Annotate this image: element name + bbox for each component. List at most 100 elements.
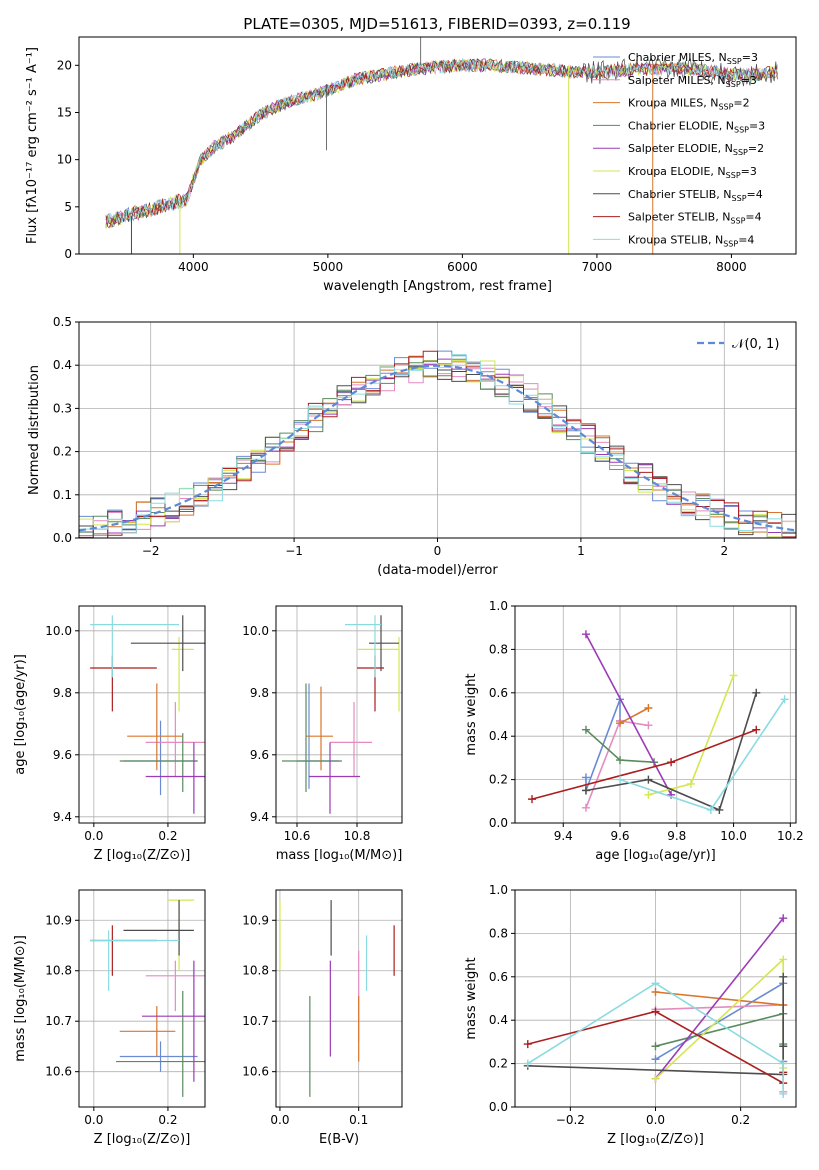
y-tick-label: 0.6 [489, 686, 508, 700]
weight-marker [779, 1059, 788, 1068]
x-tick-label: 7000 [582, 260, 613, 274]
x-tick-label: −0.2 [556, 1113, 585, 1127]
weight-marker [651, 1007, 660, 1016]
x-tick-label: 4000 [178, 260, 209, 274]
plot-area [90, 615, 205, 814]
weight-marker [523, 1040, 532, 1049]
panel-weight_vs_age: 9.4 9.6 9.8 10.0 10.2 0.0 0.2 0.4 0.6 0.8 1.0 age [… [464, 599, 804, 863]
y-tick-label: 0.8 [489, 926, 508, 940]
weight-marker [581, 725, 590, 734]
y-tick-label: 0.6 [489, 970, 508, 984]
y-axis-label: mass weight [464, 673, 479, 755]
x-tick-label: 10.8 [344, 829, 371, 843]
weight-line [654, 917, 784, 1080]
weight-marker [644, 721, 653, 730]
weight-marker [651, 1074, 660, 1083]
y-tick-label: 10.9 [45, 913, 72, 927]
weight-marker [729, 671, 738, 680]
y-tick-label: 0.2 [53, 445, 72, 459]
x-axis-label: Z [log₁₀(Z/Z⊙)] [607, 1132, 704, 1147]
x-axis-label: wavelength [Angstrom, rest frame] [323, 279, 552, 294]
y-tick-label: 9.6 [250, 748, 269, 762]
x-tick-label: 9.8 [667, 829, 686, 843]
plot-area [279, 900, 395, 1097]
y-tick-label: 10.7 [242, 1014, 269, 1028]
axes-frame [275, 889, 403, 1108]
x-tick-label: 0.2 [158, 829, 177, 843]
plot-area [105, 37, 778, 254]
y-tick-label: 10 [57, 153, 72, 167]
x-tick-label: 2 [720, 544, 728, 558]
weight-marker [651, 987, 660, 996]
panel-residuals: −2 −1 0 1 2 0.0 0.1 0.2 0.3 0.4 0.5 (data-model)/er… [27, 315, 797, 578]
y-tick-label: 0.1 [53, 488, 72, 502]
weight-marker [715, 805, 724, 814]
legend-entry: Salpeter ELODIE, NSSP=2 [628, 142, 764, 157]
x-tick-label: 0.0 [84, 829, 103, 843]
weight-marker [752, 725, 761, 734]
x-axis-label: Z [log₁₀(Z/Z⊙)] [94, 1132, 191, 1147]
legend-entry: Chabrier MILES, NSSP=3 [628, 51, 758, 66]
legend-entry: Salpeter MILES, NSSP=3 [628, 74, 757, 89]
weight-marker [616, 756, 625, 765]
x-tick-label: 8000 [716, 260, 747, 274]
y-tick-label: 9.8 [53, 686, 72, 700]
x-tick-label: 9.6 [610, 829, 629, 843]
y-tick-label: 0.2 [489, 773, 508, 787]
y-tick-label: 10.0 [45, 624, 72, 638]
x-axis-label: age [log₁₀(age/yr)] [595, 848, 716, 863]
x-tick-label: 0.0 [270, 1113, 289, 1127]
weight-marker [779, 1089, 788, 1098]
weight-marker [644, 775, 653, 784]
x-tick-label: 0.0 [646, 1113, 665, 1127]
weight-marker [651, 1042, 660, 1051]
y-tick-label: 0.3 [53, 401, 72, 415]
weight-marker [581, 786, 590, 795]
y-axis-label: mass weight [464, 957, 479, 1039]
panel-mass_vs_Z: 0.0 0.2 10.6 10.7 10.8 10.9 Z [log₁₀(Z/Z⊙)] mas… [13, 889, 206, 1147]
x-tick-label: 0 [434, 544, 442, 558]
y-tick-label: 0.8 [489, 642, 508, 656]
weight-line [527, 982, 784, 1094]
y-tick-label: 15 [57, 105, 72, 119]
legend-entry: Chabrier ELODIE, NSSP=3 [628, 119, 765, 134]
x-tick-label: 0.2 [158, 1113, 177, 1127]
x-tick-label: 10.2 [777, 829, 804, 843]
plot-area [282, 615, 400, 814]
axes-frame [78, 889, 206, 1108]
x-tick-label: 9.4 [554, 829, 573, 843]
axes-frame [514, 605, 797, 824]
y-tick-label: 10.6 [45, 1065, 72, 1079]
weight-marker [523, 1059, 532, 1068]
y-tick-label: 20 [57, 58, 72, 72]
x-tick-label: 0.2 [731, 1113, 750, 1127]
weight-marker [581, 630, 590, 639]
plot-area [528, 630, 789, 814]
y-axis-label: Flux [fλ10⁻¹⁷ erg cm⁻² s⁻¹ A⁻¹] [25, 47, 40, 244]
gaussian-curve [79, 364, 796, 532]
weight-marker [616, 719, 625, 728]
x-tick-label: 0.0 [84, 1113, 103, 1127]
legend-entry: 𝒩(0, 1) [732, 337, 779, 352]
y-tick-label: 0.0 [489, 816, 508, 830]
spectrum-line [105, 56, 778, 226]
weight-marker [616, 775, 625, 784]
x-tick-label: 10.0 [720, 829, 747, 843]
panel-spectrum: 4000 5000 6000 7000 8000 0 5 10 15 20 wavelength [… [25, 36, 797, 294]
weight-line [585, 692, 758, 812]
weight-marker [528, 795, 537, 804]
y-tick-label: 10.9 [242, 913, 269, 927]
spectrum-line [105, 58, 778, 229]
x-tick-label: 10.6 [284, 829, 311, 843]
weight-marker [706, 805, 715, 814]
weight-marker [667, 758, 676, 767]
legend-entry: Kroupa MILES, NSSP=2 [628, 97, 750, 112]
y-tick-label: 5 [64, 200, 72, 214]
y-tick-label: 1.0 [489, 599, 508, 613]
weight-marker [651, 979, 660, 988]
y-axis-label: age [log₁₀(age/yr)] [13, 654, 28, 775]
weight-marker [644, 703, 653, 712]
y-tick-label: 9.4 [53, 810, 72, 824]
x-tick-label: 5000 [313, 260, 344, 274]
